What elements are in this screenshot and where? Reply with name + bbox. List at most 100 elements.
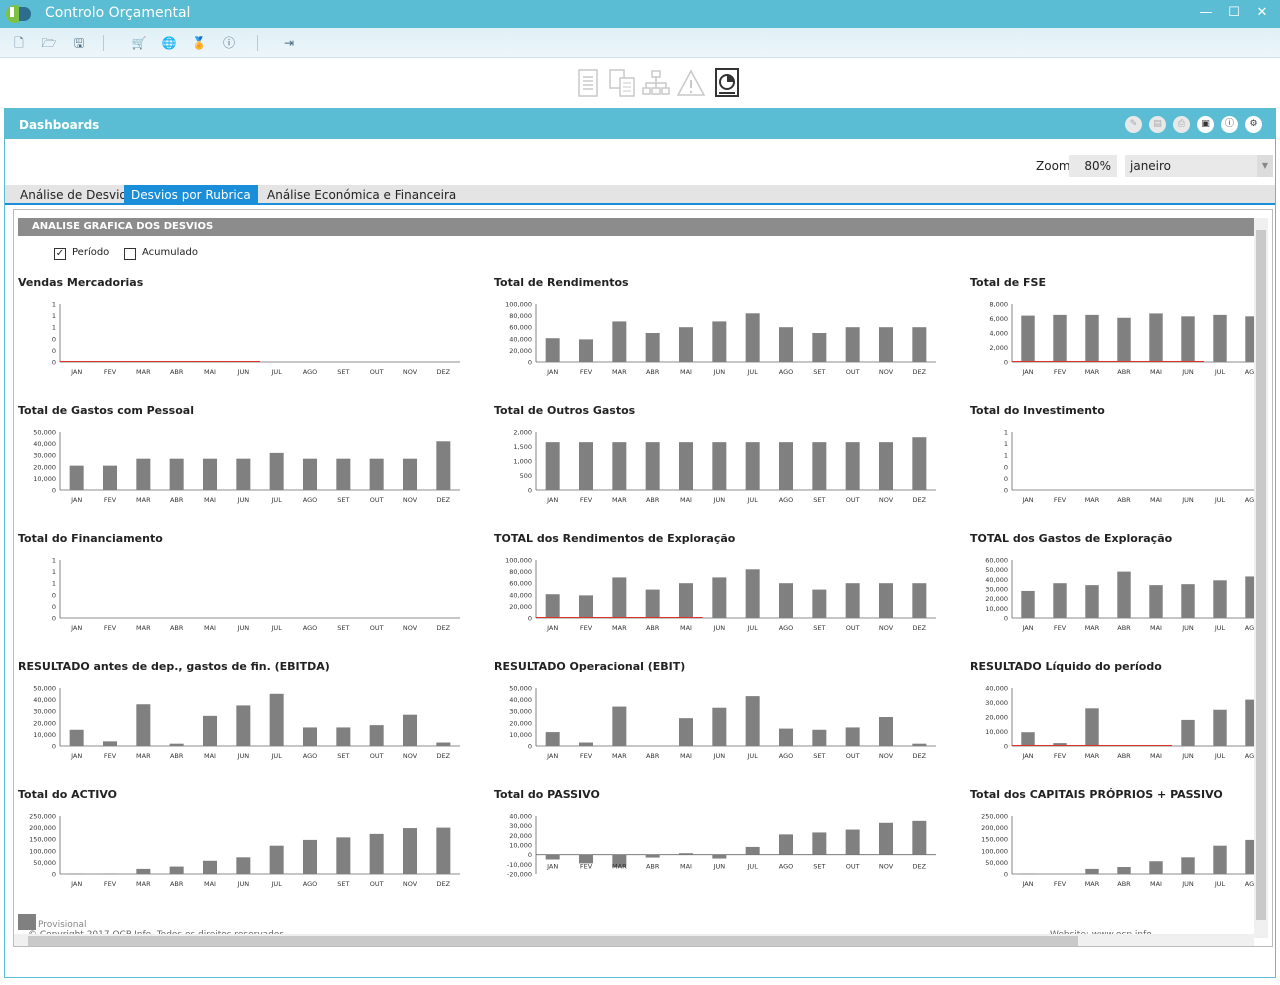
chart-title: RESULTADO Líquido do período [970,660,1162,673]
x-tick-label: MAI [204,496,216,504]
close-button[interactable]: ✕ [1256,5,1268,20]
bar [679,327,693,362]
image-export-icon[interactable]: ▣ [1197,116,1214,133]
bar [1021,732,1035,746]
y-tick-label: 0 [52,487,56,495]
bar [812,729,827,746]
info-icon[interactable]: ⓘ [222,36,235,50]
bar [336,727,351,746]
y-tick-label: 50,000 [985,566,1008,574]
x-tick-label: JAN [546,496,558,504]
y-tick-label: 0 [52,871,56,879]
y-tick-label: 20,000 [509,347,532,355]
bar [712,854,727,859]
x-tick-label: JUL [1214,368,1226,376]
bar [269,845,284,874]
x-tick-label: AGO [303,624,318,632]
globe-icon[interactable]: 🌐 [161,36,177,50]
y-tick-label: 40,000 [985,685,1008,693]
x-tick-label: JUN [713,624,726,632]
x-tick-label: AGO [303,880,318,888]
x-tick-label: MAI [204,368,216,376]
medal-icon[interactable]: 🏅 [191,36,207,50]
info-icon[interactable]: ⓘ [1221,116,1238,133]
x-tick-label: JAN [1021,880,1033,888]
bar [369,725,384,746]
x-tick-label: MAR [1085,624,1100,632]
y-tick-label: 10,000 [33,475,56,483]
document-module-icon[interactable] [575,68,603,98]
y-tick-label: 60,000 [509,324,532,332]
acumulado-checkbox[interactable] [124,248,136,260]
module-bar [0,58,1280,108]
tab-desvios-rubrica[interactable]: Desvios por Rubrica [124,185,258,205]
chevron-down-icon[interactable]: ▼ [1257,155,1273,177]
bar [745,569,760,618]
x-tick-label: MAR [1085,880,1100,888]
bar [1117,867,1131,874]
settings-icon[interactable]: ⚙ [1245,116,1262,133]
x-tick-label: ABR [646,496,660,504]
exit-icon[interactable]: ⇥ [283,36,295,50]
bar [336,458,351,490]
bar [879,442,893,490]
bar [779,583,793,618]
minimize-button[interactable]: — [1199,5,1213,20]
bar [336,837,351,874]
y-tick-label: 30,000 [509,708,532,716]
x-tick-label: NOV [879,624,894,632]
x-tick-label: NOV [403,752,418,760]
new-file-icon[interactable]: 🗋 [14,36,24,50]
bar [436,742,451,746]
bar [912,327,927,362]
bar [845,442,860,490]
x-tick-label: SET [337,880,349,888]
print-preview-icon: ▤ [1149,116,1166,133]
x-tick-label: MAI [680,752,692,760]
vertical-scroll-thumb[interactable] [1256,230,1266,920]
tab-analise-desvios[interactable]: Análise de Desvios [20,188,134,202]
bar [403,828,417,874]
horizontal-scroll-thumb[interactable] [28,936,1078,946]
bar [845,727,860,746]
bar [1021,590,1035,618]
y-tick-label: 30,000 [33,452,56,460]
x-tick-label: NOV [879,368,894,376]
x-tick-label: MAI [204,752,216,760]
x-tick-label: DEZ [913,368,927,376]
bar [712,442,727,490]
x-tick-label: ABR [170,368,184,376]
y-tick-label: 100,000 [981,847,1008,855]
chart-title: Total do ACTIVO [18,788,117,801]
tab-analise-economica[interactable]: Análise Económica e Financeira [267,188,457,202]
bar [1053,314,1067,362]
y-tick-label: 1 [52,557,56,565]
hierarchy-module-icon[interactable] [642,68,670,98]
save-icon[interactable]: 🖫 [73,36,85,50]
calculator-module-icon[interactable] [608,68,636,98]
y-tick-label: 200,000 [29,824,56,832]
x-tick-label: NOV [879,863,894,871]
vertical-scrollbar[interactable] [1254,218,1268,938]
y-tick-label: 20,000 [33,463,56,471]
maximize-button[interactable]: ☐ [1228,5,1240,20]
y-tick-label: 40,000 [509,696,532,704]
chart-plot: 40,000 30,000 20,000 10,000 0 JAN FEV MAR ABR MAI… [985,685,1268,760]
y-tick-label: 20,000 [985,595,1008,603]
y-tick-label: 80,000 [509,568,532,576]
x-tick-label: JUL [747,752,759,760]
horizontal-scrollbar[interactable] [14,934,1254,946]
cart-icon[interactable]: 🛒 [131,36,147,50]
bar [645,442,660,490]
dashboard-module-icon[interactable] [713,68,741,98]
bar [403,458,417,490]
bar [303,727,317,746]
bar [436,441,451,490]
x-tick-label: ABR [1117,624,1131,632]
month-select[interactable]: janeiro ▼ [1125,155,1273,177]
y-tick-label: 150,000 [981,836,1008,844]
periodo-checkbox[interactable]: ✓ [54,248,66,260]
open-folder-icon[interactable]: 🗁 [41,36,57,50]
zoom-input[interactable]: 80% [1069,155,1117,177]
warning-module-icon[interactable] [677,68,705,98]
